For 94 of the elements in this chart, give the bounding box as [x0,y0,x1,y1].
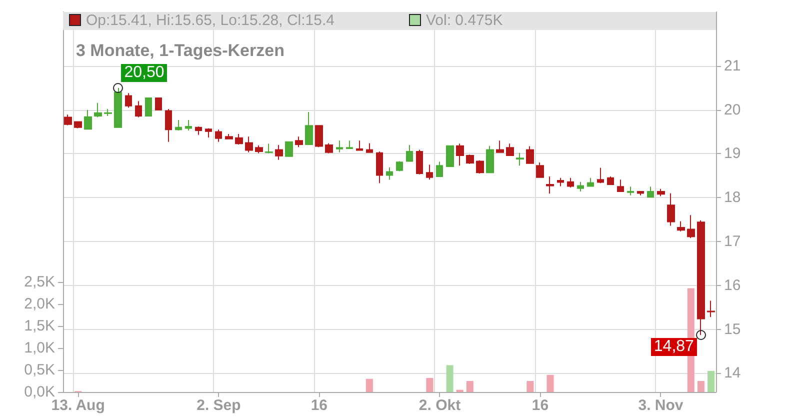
annotation: Vol: 0.475K [426,12,503,29]
candlestick [526,146,534,164]
y-tick-label: 17 [724,232,741,250]
bar [546,374,554,392]
candlestick [145,98,152,116]
candlestick [295,136,303,148]
y-tick-label: 21 [724,57,741,74]
candlestick [597,167,604,184]
candlestick [235,133,243,146]
candlestick [64,114,72,126]
y-tick-label: 18 [724,189,741,206]
candlestick [546,176,554,194]
candlestick [707,300,715,318]
candlestick [466,154,474,164]
candlestick [195,126,202,136]
candlestick [376,151,383,184]
candlestick [225,133,233,140]
y2-tick-label: 1,0K [24,340,55,357]
candlestick [215,129,222,142]
candlestick [135,100,142,118]
bar [366,378,373,392]
candlestick [567,177,574,188]
candlestick [627,186,634,196]
candlestick [667,192,675,226]
x-tick-label: 3. Nov [638,397,684,414]
candlestick [315,125,323,148]
candlestick [577,181,584,192]
candlestick [426,164,433,180]
candlestick [587,177,594,187]
candlestick [325,142,333,154]
candlestick [125,92,132,108]
candlestick [265,143,273,154]
x-tick-label: 16 [310,397,328,414]
candlestick [245,136,253,153]
candlestick [104,108,112,116]
annotation: Op:15.41, Hi:15.65, Lo:15.28, Cl:15.4 [86,12,335,29]
bar [707,370,714,392]
candlestick [476,160,484,174]
annotation: 20,50 [121,64,168,82]
candlestick [416,149,423,175]
y-tick-label: 14 [724,364,741,382]
candlestick [336,140,343,153]
annotation: 14,87 [650,338,697,356]
candlestick [74,121,82,129]
candlestick [486,145,494,174]
x-tick-label: 2. Okt [418,397,461,414]
y-tick-label: 20 [724,101,741,118]
candlestick [285,141,293,157]
candlestick [436,161,443,178]
bar [426,378,434,392]
candlestick [205,128,212,138]
candlestick [155,98,162,110]
x-tick-label: 2. Sep [196,397,241,414]
candlestick [456,143,464,166]
candlestick [677,220,685,232]
candlestick [386,166,393,180]
y2-tick-label: 2,0K [24,296,55,313]
candlestick [165,108,172,142]
candlestick [446,145,454,167]
bar [466,381,474,392]
candlestick [617,179,624,192]
candlestick [396,160,403,172]
x-tick-label: 16 [532,397,549,414]
text: 3 Monate, 1-Tages-Kerzen [76,41,284,60]
candlestick [687,214,695,238]
bar [697,381,704,392]
y2-tick-label: 2,5K [24,274,55,291]
candlestick [657,188,665,197]
candlestick [94,102,102,118]
candlestick [305,112,313,146]
candlestick [356,140,363,151]
candlestick [275,144,283,160]
y-tick-label: 19 [724,145,741,162]
candlestick [637,190,644,196]
candlestick [607,176,614,185]
candlestick [506,143,514,156]
y2-tick-label: 0,5K [24,362,55,379]
y-tick-label: 15 [724,320,741,338]
candlestick [536,162,544,178]
candlestick [557,177,564,187]
candlestick [175,119,182,131]
bar [526,381,534,392]
candlestick [185,119,192,131]
candlestick [346,140,353,150]
bar [446,365,454,392]
candlestick [647,186,654,198]
candlestick [406,144,413,162]
candlestick [84,109,92,130]
candlestick [496,140,504,153]
candlestick [366,142,373,153]
y-tick-label: 16 [724,276,741,294]
candlestick [516,152,524,166]
y2-tick-label: 1,5K [24,318,55,335]
candlestick [255,144,263,154]
